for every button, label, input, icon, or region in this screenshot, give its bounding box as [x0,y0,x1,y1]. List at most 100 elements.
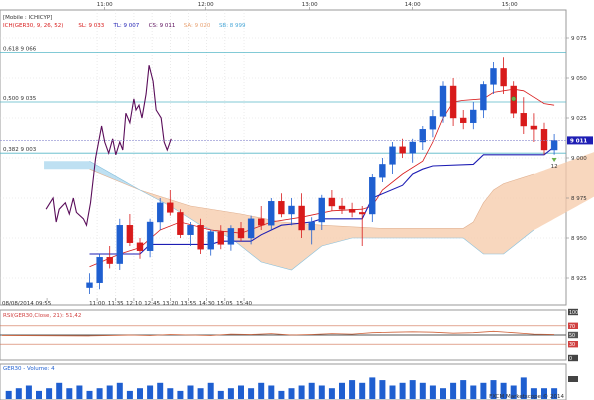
senkou-b-line [89,160,535,271]
bear-candle [278,200,285,215]
copyright-label: FXCM Marketscope © 2014 [489,393,564,400]
volume-bar [137,388,143,399]
volume-bar [389,385,396,399]
fib-level-label: 0,618 9 066 [3,46,37,52]
volume-bar [248,388,255,399]
top-time-label: 12:00 [198,2,214,8]
bear-candle [328,197,336,207]
bull-candle [156,202,164,223]
volume-bar [551,388,558,399]
time-tick-label: 13:55 [181,301,197,307]
volume-bar [429,385,436,399]
bull-candle [288,205,295,215]
bull-candle [318,197,325,223]
fib-level-label: 0,382 9 003 [3,147,37,153]
price-panel[interactable]: 0,618 9 066 0,500 9 035 0,382 9 003 12 [Mo… [0,9,594,307]
rsi-axis-label: 70 [569,324,575,330]
volume-bar [116,382,123,399]
volume-bar [66,388,73,399]
bull-candle [227,228,235,245]
indicator-legend-item: SL: 9 033 [78,23,104,29]
price-tick-label: 8 975 [571,196,587,202]
bull-candle [146,221,154,251]
tenkan-sen-line [89,88,555,268]
volume-panel[interactable]: GER30 - Volume: 4 FXCM Marketscope © 2014 [0,363,578,400]
volume-bar [419,382,426,399]
top-time-label: 11:00 [97,2,113,8]
rsi-label: RSI(GER30,Close, 21): 51,42 [3,313,81,319]
volume-bar [470,385,477,399]
last-price-label: 9 011 [570,139,587,145]
bear-candle [500,68,507,87]
volume-bar [288,388,295,399]
chikou-span-line [45,65,172,227]
volume-bar [197,388,204,399]
volume-bar [56,382,63,399]
volume-bar [25,385,32,399]
volume-bar [369,377,376,399]
bull-candle [116,224,124,264]
fibonacci-levels: 0,618 9 066 0,500 9 035 0,382 9 003 [0,46,566,154]
time-tick-label: 15:05 [217,301,233,307]
cloud-bearish-area [44,161,138,189]
rsi-axis-tag [568,354,578,362]
volume-bar [318,385,325,399]
price-tick-label: 9 000 [571,156,587,162]
volume-bar [5,390,12,399]
bear-candle [217,231,225,245]
rsi-line [89,330,555,337]
bear-candle [359,212,366,215]
volume-bar [460,380,467,399]
volume-bar [106,385,113,399]
volume-bar [278,390,285,399]
volume-bar [207,382,214,399]
bear-candle [106,257,113,264]
volume-bar [147,385,154,399]
time-tick-label: 15:40 [236,301,252,307]
price-tick-label: 9 050 [571,76,587,82]
bull-candle [550,140,558,151]
bear-candle [177,212,184,235]
volume-bar [490,380,497,399]
time-tick-label: 12:10 [126,301,142,307]
volume-label: GER30 - Volume: 4 [3,366,55,372]
price-tick-label: 8 950 [571,236,587,242]
candlestick-series [86,57,558,294]
senkou-a-line [89,168,534,229]
price-axis: 9 075 9 050 9 025 9 000 8 975 8 950 8 925 9 011 [566,36,593,282]
bull-candle [268,200,275,226]
volume-bar [238,385,244,399]
top-time-label: 15:00 [502,2,518,8]
rsi-panel[interactable]: 100 70 50 30 0 RSI(GER30,Close, 21): 51,42 [0,308,578,362]
volume-bars: GER30 - Volume: 4 FXCM Marketscope © 2014 [3,366,578,400]
volume-bar [500,382,507,399]
bear-candle [520,112,527,127]
time-axis: 08/08/2014 09:55 11:00 11:35 12:10 12:45 13:2… [2,298,252,307]
volume-bar [217,390,224,399]
volume-bar [177,390,184,399]
time-tick-label: 13:20 [162,301,178,307]
bull-candle [86,282,93,288]
volume-bar [510,385,517,399]
indicator-legend-item: TL: 9 007 [113,23,140,29]
bull-candle [369,176,376,215]
bear-candle [258,218,265,226]
price-tick-label: 9 075 [571,36,587,42]
signal-markers: 12 [0,96,566,170]
bear-candle [167,202,174,213]
volume-bar [409,380,416,399]
bull-candle [96,257,103,284]
volume-bar [227,388,234,399]
volume-bar [399,382,406,399]
top-time-label: 13:00 [302,2,318,8]
rsi-indicator: 100 70 50 30 0 RSI(GER30,Close, 21): 51,42 [0,308,578,362]
volume-bar [308,382,315,399]
time-tick-label: 11:35 [108,301,124,307]
volume-bar [258,382,265,399]
volume-bar [480,382,487,399]
price-tick-label: 9 025 [571,116,587,122]
volume-bar [187,385,194,399]
time-tick-label: 08/08/2014 09:55 [2,301,52,307]
bear-candle [237,228,245,239]
